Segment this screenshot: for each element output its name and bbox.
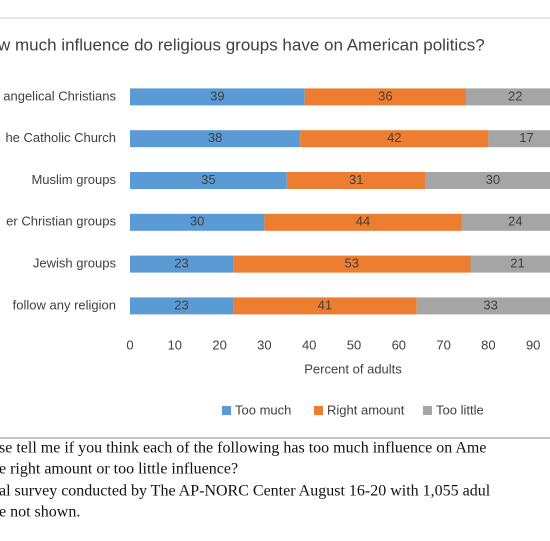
category-label: er Christian groups [6, 214, 116, 229]
bar-segment [304, 88, 466, 106]
x-tick-label: 60 [392, 337, 406, 352]
category-label: angelical Christians [3, 88, 116, 103]
x-tick-label: 20 [212, 337, 226, 352]
bar-segment [416, 297, 550, 315]
value-label: 35 [201, 172, 215, 187]
bar-segment [130, 172, 287, 189]
note: al survey conducted by The AP-NORC Cente… [0, 483, 491, 500]
x-tick-label: 90 [526, 337, 540, 352]
x-tick-label: 50 [347, 337, 361, 352]
bar-segment [461, 213, 550, 231]
value-label: 44 [356, 214, 370, 229]
category-label: Muslim groups [31, 172, 116, 187]
x-tick-label: 0 [126, 337, 133, 352]
value-label: 33 [483, 297, 497, 312]
x-tick-label: 10 [168, 337, 182, 352]
value-label: 41 [318, 297, 332, 312]
legend-swatch [314, 406, 323, 415]
bar-segment [425, 172, 550, 189]
value-label: 31 [349, 172, 363, 187]
value-label: 30 [190, 214, 204, 229]
x-tick-label: 30 [257, 337, 271, 352]
note: e not shown. [0, 504, 80, 521]
bar-segment [470, 255, 550, 273]
value-label: 22 [508, 88, 522, 103]
value-label: 24 [508, 214, 522, 229]
note: se tell me if you think each of the foll… [0, 440, 486, 457]
bar-segment [130, 297, 234, 315]
bar-segment [130, 213, 265, 231]
value-label: 21 [510, 256, 524, 271]
bar-segment [130, 255, 234, 273]
chart-title: w much influence do religious groups hav… [0, 35, 485, 54]
category-label: Jewish groups [33, 256, 117, 271]
bar-segment [233, 255, 471, 273]
value-label: 23 [174, 256, 188, 271]
legend-swatch [222, 406, 231, 415]
note: e right amount or too little influence? [0, 461, 238, 478]
bar-segment [300, 130, 489, 148]
x-tick-label: 80 [481, 337, 495, 352]
value-label: 42 [387, 130, 401, 145]
x-tick-label: 40 [302, 337, 316, 352]
bar-segment [264, 213, 462, 231]
value-label: 38 [208, 130, 222, 145]
value-label: 30 [486, 172, 500, 187]
bar-segment [286, 172, 426, 189]
bar-segment [488, 130, 550, 148]
value-label: 53 [345, 256, 359, 271]
bar-segment [130, 88, 305, 106]
category-label: he Catholic Church [5, 130, 116, 145]
value-label: 36 [378, 88, 392, 103]
value-label: 23 [174, 297, 188, 312]
x-axis-label: Percent of adults [304, 361, 402, 376]
legend-swatch [423, 406, 432, 415]
x-tick-label: 70 [436, 337, 450, 352]
category-label: follow any religion [13, 297, 116, 312]
legend-label: Too much [235, 402, 291, 417]
value-label: 17 [519, 130, 533, 145]
legend-label: Too little [436, 402, 484, 417]
legend-label: Right amount [327, 402, 405, 417]
value-label: 39 [210, 88, 224, 103]
bar-segment [233, 297, 417, 315]
bar-segment [466, 88, 550, 106]
bar-segment [130, 130, 301, 148]
